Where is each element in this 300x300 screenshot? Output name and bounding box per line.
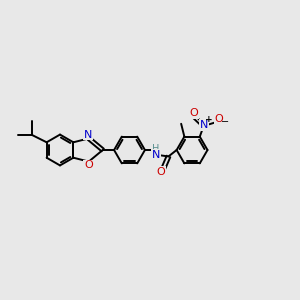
Text: +: + <box>205 115 212 124</box>
Text: N: N <box>200 120 208 130</box>
Text: O: O <box>84 160 93 170</box>
Text: O: O <box>215 115 224 124</box>
Text: −: − <box>220 117 229 127</box>
Text: O: O <box>189 109 198 118</box>
Text: N: N <box>84 130 92 140</box>
Text: N: N <box>152 150 160 160</box>
Text: O: O <box>156 167 165 177</box>
Text: H: H <box>152 144 159 154</box>
